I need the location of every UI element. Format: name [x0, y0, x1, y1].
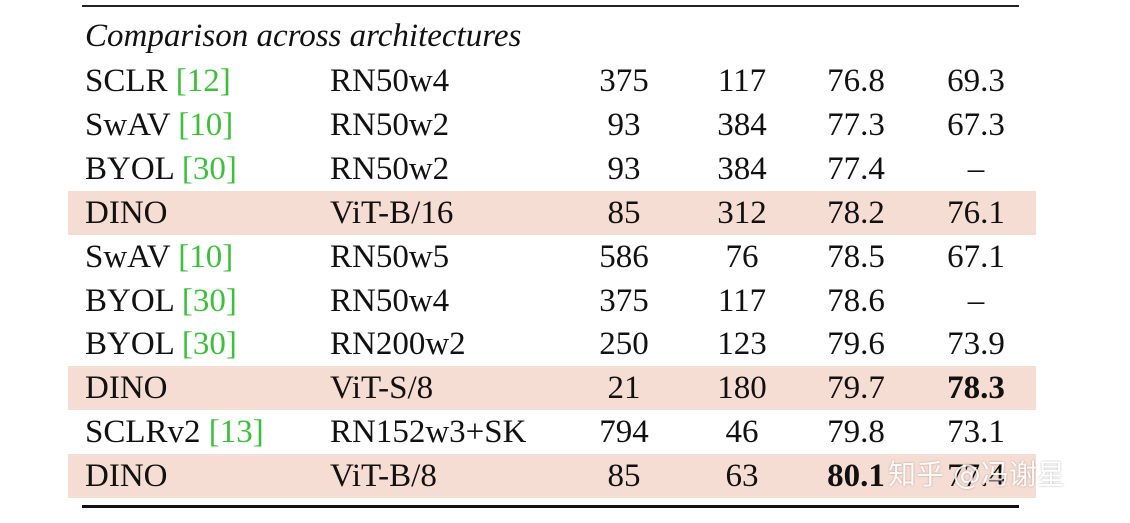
method-cell: DINO: [85, 366, 167, 410]
table-row: DINO ViT-S/8 21 180 79.7 78.3: [68, 366, 1036, 410]
table-row: DINO ViT-B/8 85 63 80.1 77.4: [68, 454, 1036, 498]
method-cell: SCLRv2 [13]: [85, 410, 264, 454]
table-row: SwAV [10] RN50w2 93 384 77.3 67.3: [68, 103, 1036, 147]
citation-link-10[interactable]: [10]: [178, 107, 234, 143]
method-cell: DINO: [85, 191, 167, 235]
table-row: SCLR [12] RN50w4 375 117 76.8 69.3: [68, 59, 1036, 103]
method-cell: DINO: [85, 454, 167, 498]
knn-cell: –: [967, 151, 985, 187]
citation-link-10[interactable]: [10]: [178, 239, 234, 275]
params-cell: 93: [607, 107, 641, 143]
params-cell: 250: [599, 326, 649, 362]
throughput-cell: 46: [725, 414, 759, 450]
throughput-cell: 384: [717, 151, 767, 187]
params-cell: 85: [607, 195, 641, 231]
architecture-cell: RN152w3+SK: [330, 414, 527, 450]
linear-cell: 79.6: [827, 326, 885, 362]
architecture-cell: ViT-S/8: [330, 370, 434, 406]
throughput-cell: 76: [725, 239, 759, 275]
knn-cell: 67.1: [947, 239, 1005, 275]
knn-cell: 77.4: [947, 458, 1005, 494]
linear-cell: 80.1: [827, 458, 885, 494]
method-cell: SwAV [10]: [85, 103, 233, 147]
method-cell: SCLR [12]: [85, 59, 231, 103]
knn-cell: 73.9: [947, 326, 1005, 362]
method-name: BYOL: [85, 326, 182, 362]
throughput-cell: 180: [717, 370, 767, 406]
linear-cell: 77.3: [827, 107, 885, 143]
linear-cell: 79.7: [827, 370, 885, 406]
throughput-cell: 123: [717, 326, 767, 362]
throughput-cell: 117: [717, 63, 767, 99]
params-cell: 375: [599, 63, 649, 99]
linear-cell: 76.8: [827, 63, 885, 99]
method-name: DINO: [85, 195, 168, 231]
throughput-cell: 63: [725, 458, 759, 494]
method-name: SwAV: [85, 107, 179, 143]
citation-link-13[interactable]: [13]: [208, 414, 264, 450]
linear-cell: 78.5: [827, 239, 885, 275]
throughput-cell: 384: [717, 107, 767, 143]
method-cell: BYOL [30]: [85, 322, 237, 366]
knn-cell: 73.1: [947, 414, 1005, 450]
linear-cell: 77.4: [827, 151, 885, 187]
citation-link-30[interactable]: [30]: [181, 283, 237, 319]
throughput-cell: 117: [717, 283, 767, 319]
knn-cell: 69.3: [947, 63, 1005, 99]
method-name: SCLRv2: [85, 414, 209, 450]
method-name: BYOL: [85, 283, 182, 319]
linear-cell: 78.6: [827, 283, 885, 319]
linear-cell: 78.2: [827, 195, 885, 231]
method-name: SwAV: [85, 239, 179, 275]
architecture-cell: RN50w4: [330, 63, 450, 99]
architecture-cell: RN200w2: [330, 326, 466, 362]
table-row: DINO ViT-B/16 85 312 78.2 76.1: [68, 191, 1036, 235]
citation-link-30[interactable]: [30]: [181, 326, 237, 362]
table-bottom-rule: [82, 505, 1019, 508]
architecture-cell: RN50w4: [330, 283, 450, 319]
params-cell: 794: [599, 414, 649, 450]
params-cell: 586: [599, 239, 649, 275]
method-name: DINO: [85, 370, 168, 406]
params-cell: 93: [607, 151, 641, 187]
method-cell: BYOL [30]: [85, 147, 237, 191]
method-cell: BYOL [30]: [85, 279, 237, 323]
method-name: DINO: [85, 458, 168, 494]
table-top-rule: [82, 5, 1019, 7]
method-name: SCLR: [85, 63, 176, 99]
watermark: 知乎 @冯谢星: [888, 458, 1065, 491]
citation-link-30[interactable]: [30]: [181, 151, 237, 187]
knn-cell: 76.1: [947, 195, 1005, 231]
table-row: BYOL [30] RN50w2 93 384 77.4 –: [68, 147, 1036, 191]
throughput-cell: 312: [717, 195, 767, 231]
table-row: SCLRv2 [13] RN152w3+SK 794 46 79.8 73.1: [68, 410, 1036, 454]
architecture-cell: ViT-B/8: [330, 458, 437, 494]
section-caption: Comparison across architectures: [85, 18, 522, 54]
table-row: SwAV [10] RN50w5 586 76 78.5 67.1: [68, 235, 1036, 279]
method-name: BYOL: [85, 151, 182, 187]
architecture-cell: ViT-B/16: [330, 195, 454, 231]
architecture-cell: RN50w5: [330, 239, 450, 275]
knn-cell: 67.3: [947, 107, 1005, 143]
linear-cell: 79.8: [827, 414, 885, 450]
knn-cell: 78.3: [947, 370, 1005, 406]
architecture-cell: RN50w2: [330, 107, 450, 143]
params-cell: 85: [607, 458, 641, 494]
citation-link-12[interactable]: [12]: [175, 63, 231, 99]
table-row: BYOL [30] RN50w4 375 117 78.6 –: [68, 279, 1036, 323]
architecture-cell: RN50w2: [330, 151, 450, 187]
params-cell: 21: [607, 370, 641, 406]
method-cell: SwAV [10]: [85, 235, 233, 279]
params-cell: 375: [599, 283, 649, 319]
knn-cell: –: [967, 283, 985, 319]
table-row: BYOL [30] RN200w2 250 123 79.6 73.9: [68, 322, 1036, 366]
